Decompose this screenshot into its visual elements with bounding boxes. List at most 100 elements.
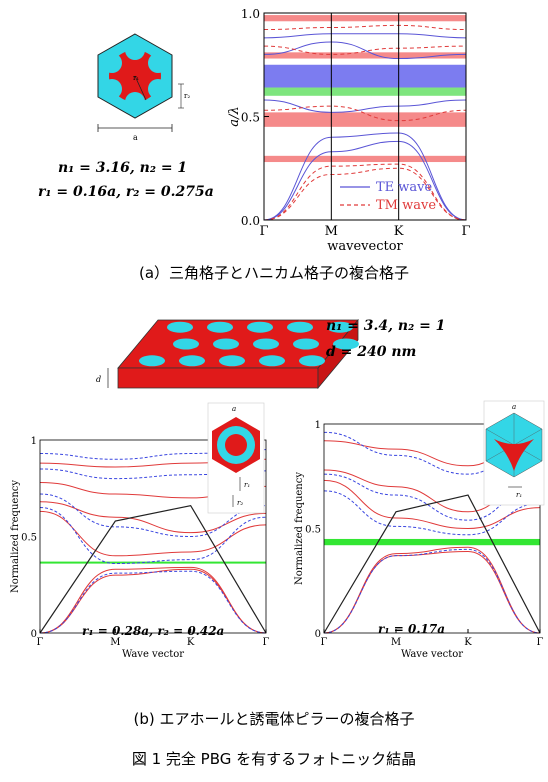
x-tick-label: K [187, 637, 195, 648]
annotation-b-right: r₁ = 0.17a [378, 622, 445, 636]
x-tick-label: M [110, 637, 120, 648]
x-axis-label: wavevector [327, 239, 403, 254]
plot-frame [39, 439, 267, 634]
slab-hole [139, 355, 165, 367]
x-tick-label: Γ [263, 637, 270, 648]
band-line [39, 507, 267, 565]
te-band-line [263, 99, 467, 113]
x-tick-label: Γ [37, 637, 44, 648]
band-line [323, 546, 541, 634]
slab-hole [219, 355, 245, 367]
slab-holes [139, 321, 359, 367]
slab-hole [259, 355, 285, 367]
band-diagram-b-right: 0 0.5 1 Γ M K Γ Wave vector Normalized frequency [294, 420, 544, 660]
slab-hole [333, 338, 359, 350]
x-tick-label: M [391, 637, 401, 648]
inset-right-a: a [512, 403, 516, 411]
y-tick-label: 0.0 [241, 214, 260, 228]
slab-hole [287, 321, 313, 333]
complete-gap-band [324, 538, 540, 546]
x-tick-label: K [394, 224, 404, 239]
plot-frame [323, 423, 541, 634]
y-axis-label: Normalized frequency [10, 480, 21, 593]
unit-cell-triangle-inset [483, 400, 545, 506]
caption-a: (a）三角格子とハニカム格子の複合格子 [138, 264, 410, 282]
annotation-b-left: r₁ = 0.28a, r₂ = 0.42a [82, 624, 225, 638]
figure-caption: 図 1 完全 PBG を有するフォトニック結晶 [131, 750, 417, 768]
y-axis-label: Normalized frequency [294, 472, 305, 585]
te-band-line [263, 33, 467, 39]
y-tick-label: 0 [315, 629, 321, 640]
complete-gap-band [264, 87, 466, 96]
tm-band-line [263, 105, 467, 122]
params-a-line1: n₁ = 3.16, n₂ = 1 [58, 160, 188, 176]
slab-label-d: d [96, 375, 101, 384]
y-tick-label: 0.5 [241, 111, 260, 125]
inset-left-r2: r₂ [237, 499, 243, 507]
x-tick-label: Γ [259, 224, 268, 239]
x-tick-label: Γ [321, 637, 328, 648]
slab-hole [253, 338, 279, 350]
unit-cell-ring-inset [207, 402, 265, 514]
legend-tm-label: TM wave [376, 198, 436, 213]
band-line [39, 501, 267, 534]
te-gap-band [264, 64, 466, 88]
unit-cell-hexagon-a [97, 33, 184, 132]
te-band-line [263, 132, 467, 221]
x-tick-label: Γ [461, 224, 470, 239]
band-line [39, 566, 267, 634]
slab-hole [293, 338, 319, 350]
tm-gap-band [264, 15, 466, 22]
y-tick-label: 1 [315, 420, 321, 431]
params-a-line2: r₁ = 0.16a, r₂ = 0.275a [38, 184, 214, 200]
te-band-line [263, 41, 467, 60]
tm-band-line [263, 45, 467, 55]
x-axis-label: Wave vector [401, 649, 463, 660]
band-diagram-b-left: 0 0.5 1 Γ M K Γ Wave vector Normalized frequency [10, 436, 270, 660]
params-b-line2: d = 240 nm [326, 344, 417, 360]
slab-hole [213, 338, 239, 350]
slab-hole [173, 338, 199, 350]
x-axis-label: Wave vector [122, 649, 184, 660]
band-line [39, 493, 267, 538]
y-tick-label: 1.0 [241, 7, 260, 21]
cell-label-r: r₁ [133, 74, 139, 82]
slab-hole [247, 321, 273, 333]
panel-b-charts: 0 0.5 1 Γ M K Γ Wave vector Normalized frequency… [10, 400, 545, 660]
caption-b: (b) エアホールと誘電体ピラーの複合格子 [133, 710, 415, 728]
tm-gap-band [264, 155, 466, 163]
complete-gap-band [40, 561, 266, 564]
band-line [323, 479, 541, 530]
y-tick-label: 0.5 [21, 533, 37, 544]
legend-te-label: TE wave [376, 180, 433, 195]
cell-label-a: a [133, 133, 138, 142]
light-line [39, 504, 267, 634]
tm-gap-band [264, 112, 466, 127]
band-line [39, 570, 267, 634]
slab-illustration: d [96, 318, 359, 390]
y-tick-label: 1 [31, 436, 37, 447]
inset-left-a: a [232, 405, 236, 413]
band-line [323, 548, 541, 634]
tm-band-line [263, 24, 467, 31]
band-line [39, 468, 267, 480]
x-tick-label: M [325, 224, 338, 239]
x-tick-label: Γ [537, 637, 544, 648]
inset-left-r1: r₁ [244, 481, 250, 489]
tm-band-line [263, 167, 467, 221]
slab-hole [207, 321, 233, 333]
light-line [323, 494, 541, 634]
slab-hole [327, 321, 353, 333]
tm-gap-band [264, 52, 466, 59]
te-band-line [263, 140, 467, 221]
y-tick-label: 0 [31, 629, 37, 640]
inset-right-r1: r₁ [516, 491, 522, 499]
y-tick-label: 0.5 [305, 525, 321, 536]
slab-hole [299, 355, 325, 367]
band-line [323, 550, 541, 634]
cell-label-r2: r₂ [184, 92, 190, 100]
params-b-line1: n₁ = 3.4, n₂ = 1 [326, 318, 446, 334]
y-axis-label: a/λ [227, 106, 242, 126]
